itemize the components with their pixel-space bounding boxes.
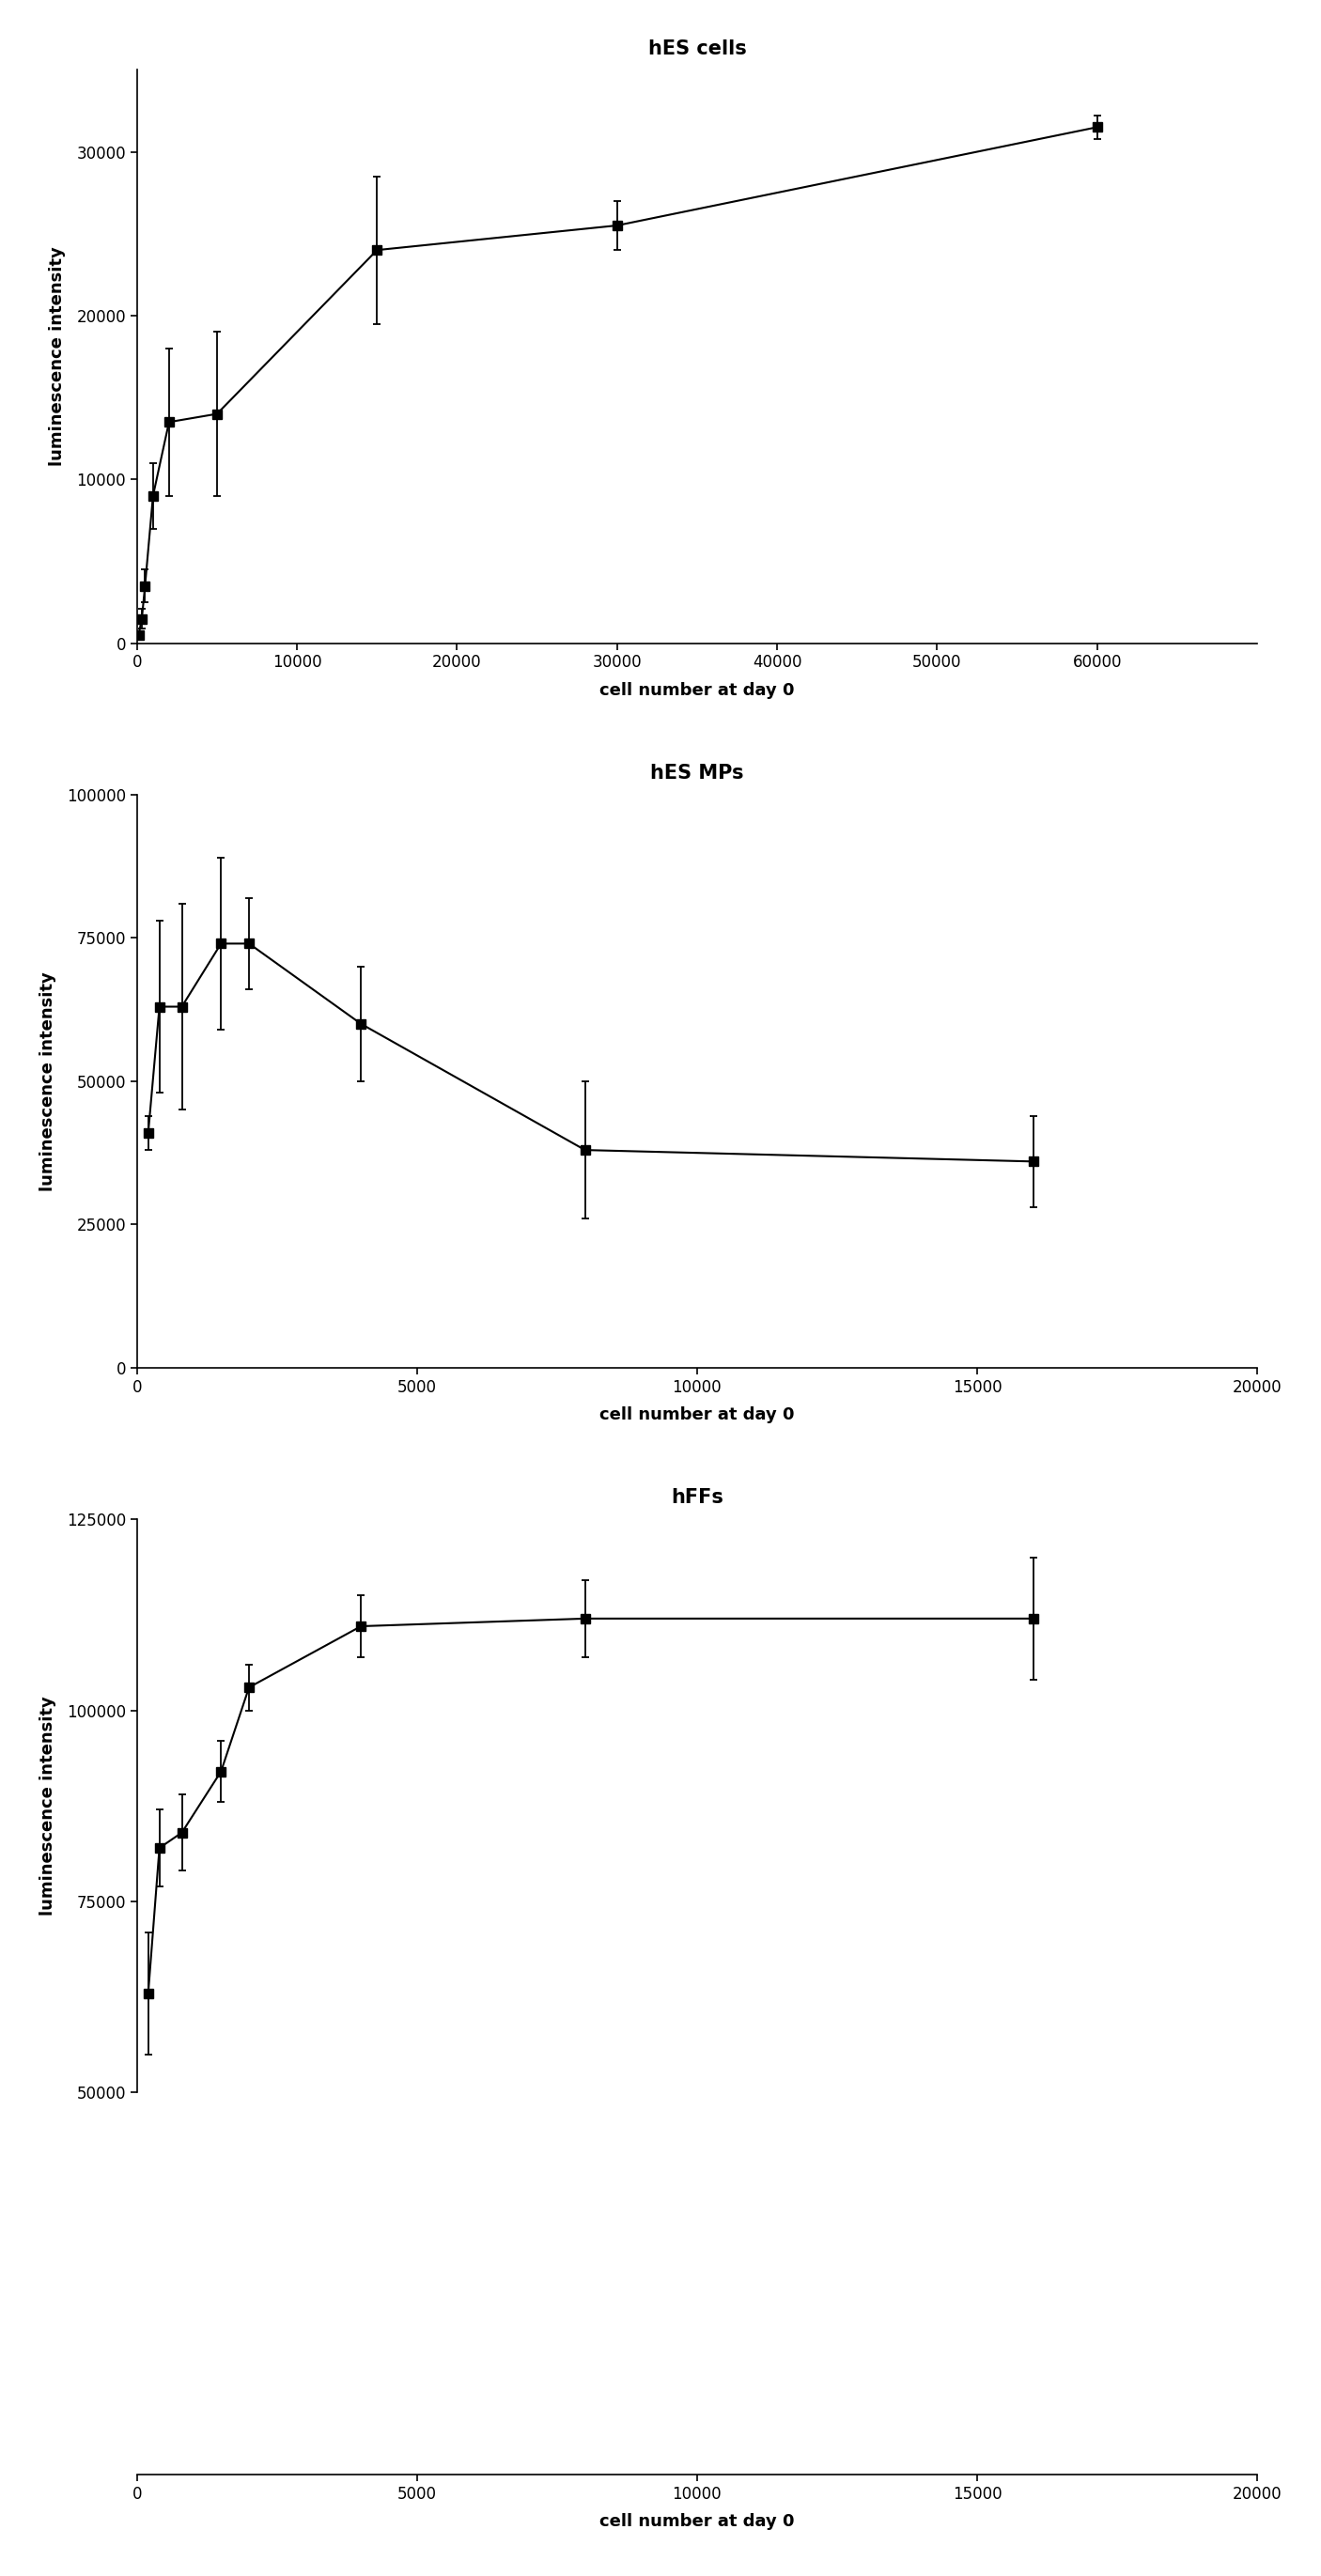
Y-axis label: luminescence intensity: luminescence intensity <box>40 971 57 1190</box>
X-axis label: cell number at day 0: cell number at day 0 <box>600 1406 794 1425</box>
Title: hFFs: hFFs <box>671 1489 724 1507</box>
X-axis label: cell number at day 0: cell number at day 0 <box>600 2514 794 2530</box>
X-axis label: cell number at day 0: cell number at day 0 <box>600 683 794 698</box>
Title: hES MPs: hES MPs <box>650 765 744 783</box>
Title: hES cells: hES cells <box>647 39 746 57</box>
Y-axis label: luminescence intensity: luminescence intensity <box>49 247 66 466</box>
Y-axis label: luminescence intensity: luminescence intensity <box>40 1695 55 1917</box>
